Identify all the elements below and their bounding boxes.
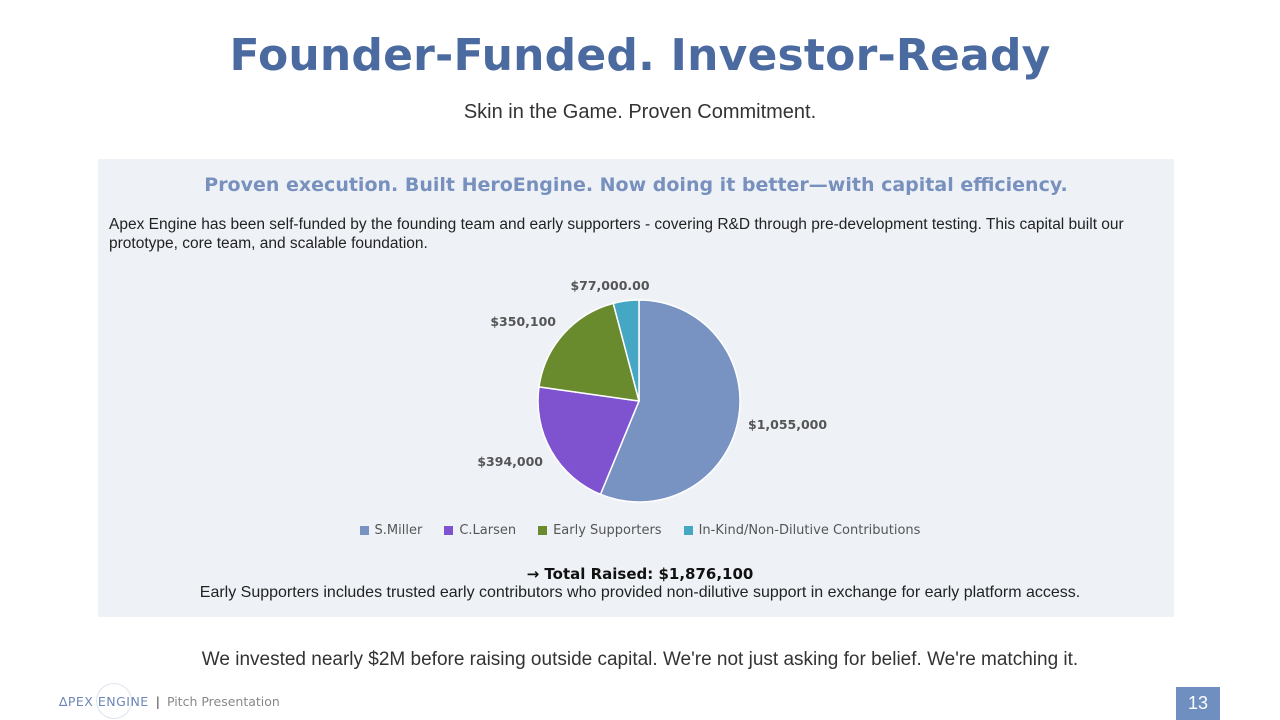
data-label-0: $1,055,000 bbox=[748, 417, 827, 432]
panel-heading: Proven execution. Built HeroEngine. Now … bbox=[204, 174, 1068, 196]
page-number: 13 bbox=[1176, 687, 1220, 720]
data-label-3: $77,000.00 bbox=[570, 278, 649, 293]
footer-label: Pitch Presentation bbox=[166, 694, 280, 709]
total-raised: → Total Raised: $1,876,100 bbox=[526, 565, 754, 583]
slide-subtitle: Skin in the Game. Proven Commitment. bbox=[463, 101, 817, 123]
legend-item: In-Kind/Non-Dilutive Contributions bbox=[683, 523, 921, 538]
early-supporters-note: Early Supporters includes trusted early … bbox=[199, 584, 1081, 601]
legend-label: C.Larsen bbox=[459, 523, 517, 538]
pie-slice-2 bbox=[538, 302, 641, 402]
panel-description: Apex Engine has been self-funded by the … bbox=[109, 216, 1124, 252]
legend-label: In-Kind/Non-Dilutive Contributions bbox=[698, 523, 921, 538]
legend-item: C.Larsen bbox=[444, 523, 516, 538]
legend-swatch bbox=[359, 526, 369, 535]
legend-swatch bbox=[444, 526, 454, 535]
data-label-2: $350,100 bbox=[490, 314, 556, 329]
footer: ∆PEX ENGINE | Pitch Presentation bbox=[59, 694, 280, 709]
slide-title: Founder-Funded. Investor-Ready bbox=[229, 30, 1051, 81]
legend-swatch bbox=[538, 526, 548, 535]
legend-label: S.Miller bbox=[374, 523, 423, 538]
data-label-1: $394,000 bbox=[477, 454, 543, 469]
pie-slice-0 bbox=[599, 299, 741, 503]
chart-legend: S.Miller C.Larsen Early Supporters In-Kind/… bbox=[0, 523, 1280, 538]
legend-swatch bbox=[683, 526, 693, 535]
pie-slice-1 bbox=[537, 386, 641, 496]
footer-separator: | bbox=[155, 694, 160, 709]
closing-statement: We invested nearly $2M before raising ou… bbox=[201, 649, 1079, 670]
pie-slice-3 bbox=[612, 299, 640, 402]
legend-label: Early Supporters bbox=[553, 523, 662, 538]
legend-item: Early Supporters bbox=[538, 523, 662, 538]
logo-circle-icon bbox=[96, 683, 132, 719]
legend-item: S.Miller bbox=[359, 523, 423, 538]
company-logo: ∆PEX ENGINE bbox=[59, 694, 149, 709]
